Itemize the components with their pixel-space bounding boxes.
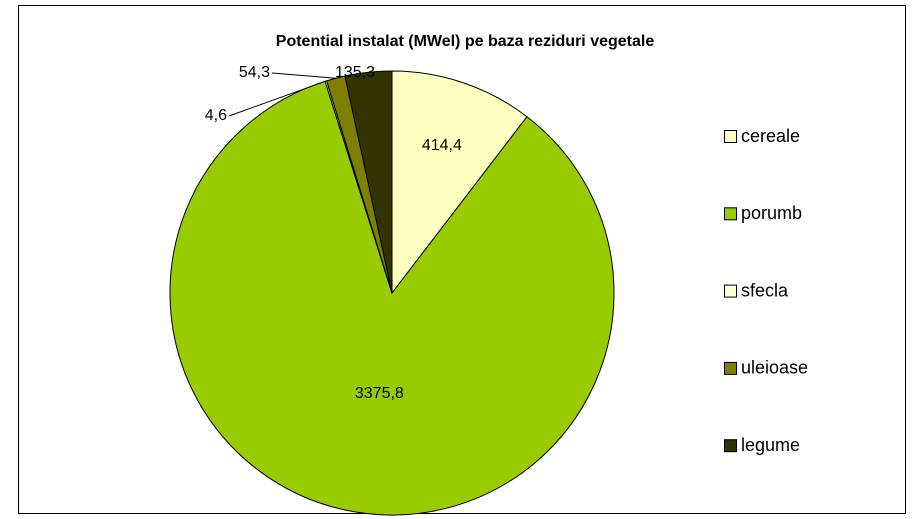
data-label: 3375,8 (355, 385, 404, 402)
leader-line (271, 72, 336, 79)
legend-swatch (724, 207, 737, 221)
legend-swatch (724, 439, 737, 453)
data-label: 135,3 (335, 64, 375, 81)
pie-slice (169, 80, 615, 516)
legend-label: porumb (741, 203, 802, 223)
leader-line (228, 80, 327, 117)
legend-swatch (724, 284, 737, 298)
pie-slice (344, 70, 393, 294)
legend-swatch (724, 361, 737, 375)
legend-label: cereale (741, 126, 800, 146)
legend-label: legume (741, 435, 800, 455)
data-label: 54,3 (239, 64, 270, 81)
data-label: 414,4 (422, 137, 462, 154)
pie-slice (391, 70, 528, 295)
legend-label: sfecla (741, 280, 789, 300)
legend-swatch (724, 130, 737, 143)
data-label: 4,6 (205, 107, 227, 124)
legend-label: uleioase (741, 358, 808, 378)
chart-title: Potential instalat (MWel) pe baza rezidu… (276, 33, 655, 50)
